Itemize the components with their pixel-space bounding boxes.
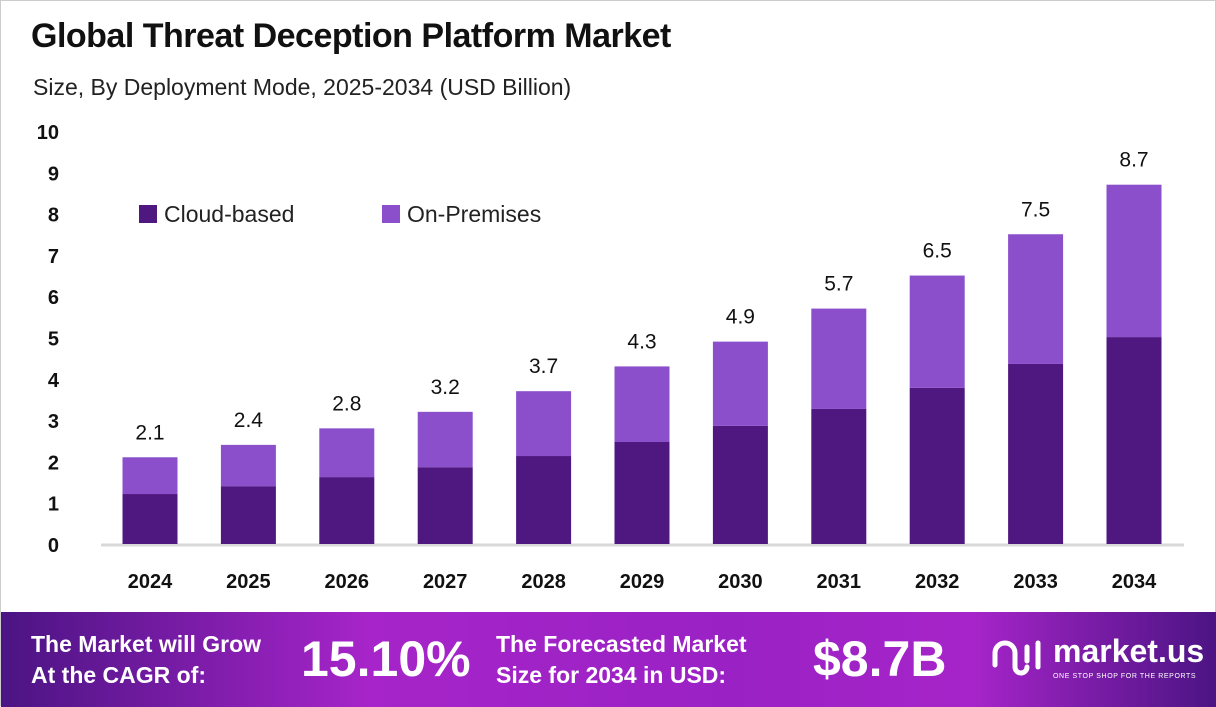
bar-on-premises-2024 [122, 457, 178, 495]
forecast-value: $8.7B [813, 631, 947, 687]
bar-cloud-based-2024 [122, 494, 178, 544]
bar-on-premises-2034 [1106, 184, 1162, 338]
bar-cloud-based-2028 [516, 456, 572, 544]
bar-on-premises-2033 [1008, 234, 1064, 364]
legend-label: Cloud-based [164, 201, 294, 227]
bar-cloud-based-2030 [712, 425, 768, 544]
bar-on-premises-2026 [319, 428, 375, 478]
x-tick-label: 2032 [915, 571, 960, 593]
data-label-total: 5.7 [824, 273, 853, 296]
logo-icon [992, 640, 1041, 676]
data-label-total: 7.5 [1021, 198, 1050, 221]
data-label-total: 2.4 [234, 409, 264, 432]
data-label-total: 3.7 [529, 355, 558, 378]
y-tick-label: 5 [48, 329, 59, 351]
bar-cloud-based-2027 [417, 467, 473, 544]
y-tick-label: 10 [37, 122, 59, 144]
bar-on-premises-2032 [909, 275, 965, 388]
logo-name: market.us [1053, 633, 1205, 669]
y-tick-label: 9 [48, 163, 59, 185]
x-tick-label: 2027 [423, 571, 468, 593]
cagr-value: 15.10% [301, 631, 471, 687]
bar-cloud-based-2034 [1106, 337, 1162, 544]
cagr-label: The Market will Grow At the CAGR of: [31, 629, 261, 691]
x-tick-label: 2033 [1013, 571, 1058, 593]
forecast-label-line1: The Forecasted Market [496, 631, 747, 657]
chart-subtitle: Size, By Deployment Mode, 2025-2034 (USD… [33, 74, 572, 100]
cagr-label-line2: At the CAGR of: [31, 662, 207, 688]
legend-swatch [139, 205, 157, 223]
y-tick-label: 1 [48, 494, 59, 516]
market-us-logo: market.us ONE STOP SHOP FOR THE REPORTS [991, 632, 1204, 682]
y-tick-label: 3 [48, 411, 59, 433]
data-label-total: 2.8 [332, 392, 361, 415]
bar-cloud-based-2029 [614, 441, 670, 544]
data-label-total: 6.5 [923, 240, 952, 263]
bar-cloud-based-2032 [909, 387, 965, 544]
footer-banner: The Market will Grow At the CAGR of: 15.… [1, 612, 1216, 707]
bar-cloud-based-2026 [319, 477, 375, 544]
bar-cloud-based-2025 [220, 486, 276, 544]
bar-on-premises-2029 [614, 366, 670, 442]
x-tick-label: 2029 [620, 571, 665, 593]
x-tick-label: 2030 [718, 571, 763, 593]
y-tick-label: 6 [48, 287, 59, 309]
y-tick-label: 7 [48, 246, 59, 268]
data-label-total: 4.9 [726, 306, 755, 329]
y-tick-label: 0 [48, 535, 59, 557]
x-tick-label: 2031 [817, 571, 862, 593]
y-tick-label: 2 [48, 452, 59, 474]
y-tick-label: 8 [48, 205, 59, 227]
x-tick-label: 2025 [226, 571, 271, 593]
data-label-total: 3.2 [431, 376, 460, 399]
x-tick-label: 2028 [521, 571, 566, 593]
y-tick-label: 4 [48, 370, 60, 392]
bar-on-premises-2025 [220, 444, 276, 487]
legend-label: On-Premises [407, 201, 541, 227]
forecast-label: The Forecasted Market Size for 2034 in U… [496, 629, 747, 691]
bar-on-premises-2030 [712, 341, 768, 426]
x-tick-label: 2024 [128, 571, 173, 593]
bar-cloud-based-2031 [811, 408, 867, 544]
bar-on-premises-2027 [417, 411, 473, 468]
forecast-label-line2: Size for 2034 in USD: [496, 662, 727, 688]
cagr-label-line1: The Market will Grow [31, 631, 262, 657]
chart-title: Global Threat Deception Platform Market [31, 17, 671, 55]
data-label-total: 4.3 [627, 330, 656, 353]
legend-swatch [382, 205, 400, 223]
x-tick-label: 2026 [325, 571, 370, 593]
bar-cloud-based-2033 [1008, 363, 1064, 544]
bar-chart: 0 1 2 3 4 5 6 7 8 9 10 2.1 2024 2.4 2025 2.8 2026 3.2 2027… [37, 122, 1184, 593]
bar-on-premises-2028 [516, 391, 572, 457]
data-label-total: 2.1 [135, 421, 164, 444]
x-tick-label: 2034 [1112, 571, 1157, 593]
logo-tagline: ONE STOP SHOP FOR THE REPORTS [1053, 673, 1197, 680]
logo-text: market.us ONE STOP SHOP FOR THE REPORTS [1053, 632, 1204, 682]
data-label-total: 8.7 [1119, 149, 1148, 172]
bar-on-premises-2031 [811, 308, 867, 409]
